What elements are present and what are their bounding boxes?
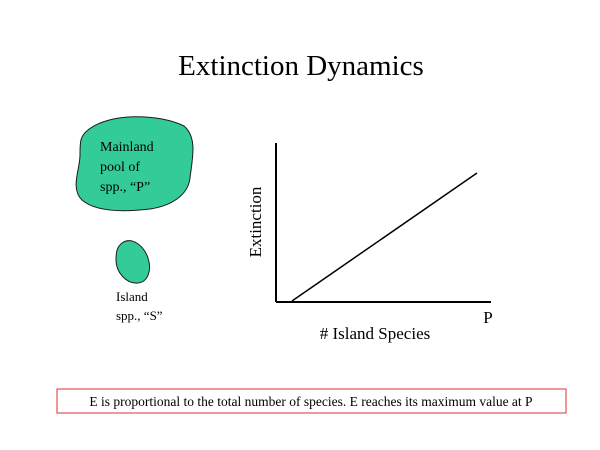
island-label: spp., “S” bbox=[116, 308, 163, 323]
slide-title: Extinction Dynamics bbox=[178, 50, 424, 82]
x-axis-label: # Island Species bbox=[320, 324, 430, 343]
island-blob bbox=[115, 240, 151, 284]
x-end-label: P bbox=[483, 308, 492, 327]
caption-box bbox=[56, 388, 567, 414]
mainland-label: pool of bbox=[100, 160, 140, 175]
extinction-line bbox=[291, 172, 478, 302]
y-axis-label: Extinction bbox=[246, 186, 265, 257]
mainland-label: Mainland bbox=[100, 140, 154, 155]
mainland-label: spp., “P” bbox=[100, 180, 150, 195]
mainland-blob bbox=[75, 116, 194, 212]
island-label: Island bbox=[116, 289, 148, 304]
caption: E is proportional to the total number of… bbox=[89, 394, 532, 409]
